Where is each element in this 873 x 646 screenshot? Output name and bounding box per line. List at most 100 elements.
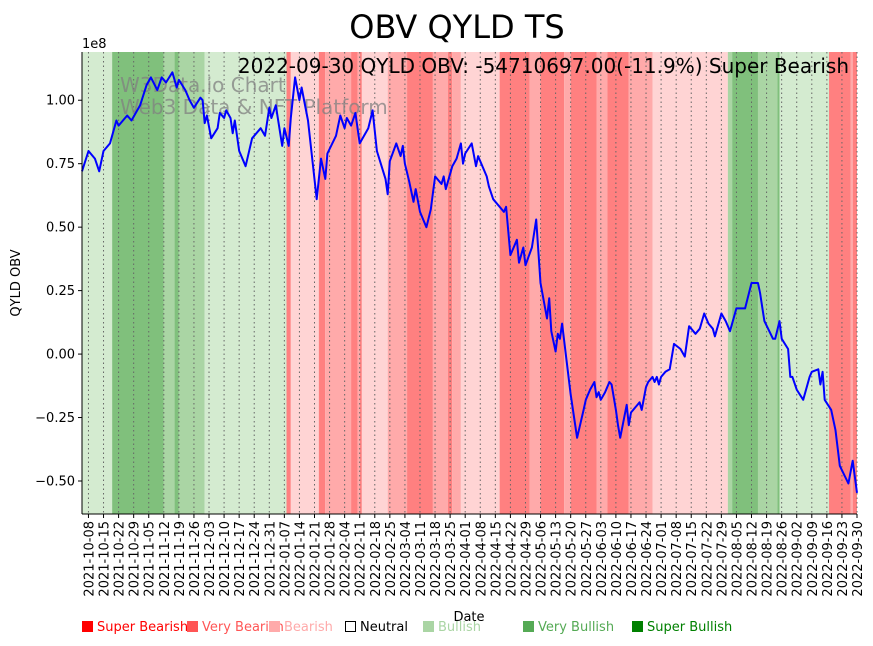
x-tick-label: 2022-04-22: [504, 521, 519, 597]
x-tick-label: 2022-04-29: [519, 521, 534, 597]
sentiment-band: [351, 52, 358, 514]
x-tick-label: 2022-01-21: [309, 521, 324, 597]
x-tick-label: 2022-06-24: [640, 521, 655, 597]
y-tick-label: −0.25: [35, 411, 75, 426]
legend-swatch: [632, 621, 643, 632]
sentiment-band: [628, 52, 653, 514]
sentiment-band: [359, 52, 362, 514]
x-tick-label: 2022-03-25: [444, 521, 459, 597]
sentiment-band: [204, 52, 287, 514]
sentiment-band: [727, 52, 733, 514]
x-tick-label: 2022-03-18: [429, 521, 444, 597]
y-tick-label: 0.25: [46, 284, 75, 299]
x-tick-label: 2022-09-09: [806, 521, 821, 597]
sentiment-band: [564, 52, 571, 514]
x-tick-label: 2022-06-03: [595, 521, 610, 597]
x-tick-label: 2022-01-28: [324, 521, 339, 597]
sentiment-band: [570, 52, 597, 514]
y-axis-ticks: −0.50 −0.25 0.00 0.25 0.50 0.75 1.00: [35, 94, 82, 490]
x-tick-label: 2022-04-15: [489, 521, 504, 597]
sentiment-band: [82, 52, 113, 514]
x-tick-label: 2022-07-01: [655, 521, 670, 597]
legend-item: Bullish: [423, 620, 481, 635]
y-tick-label: 0.50: [46, 221, 75, 236]
legend-swatch: [269, 621, 280, 632]
x-tick-label: 2021-12-03: [203, 521, 218, 597]
x-tick-label: 2022-01-07: [278, 521, 293, 597]
sentiment-band: [318, 52, 326, 514]
x-axis-label: Date: [453, 610, 484, 625]
sentiment-band: [540, 52, 565, 514]
x-tick-label: 2022-02-11: [354, 521, 369, 597]
y-axis-label: QYLD OBV: [9, 249, 24, 316]
x-tick-label: 2021-12-31: [263, 521, 278, 597]
legend-swatch: [82, 621, 93, 632]
sentiment-band: [499, 52, 530, 514]
x-tick-label: 2021-12-24: [248, 521, 263, 597]
sentiment-band: [529, 52, 541, 514]
sentiment-band: [387, 52, 408, 514]
x-tick-label: 2021-11-05: [143, 521, 158, 597]
x-tick-label: 2022-08-05: [730, 521, 745, 597]
legend-label: Super Bearish: [97, 620, 189, 635]
sentiment-band: [174, 52, 179, 514]
legend-label: Super Bullish: [647, 620, 733, 635]
x-tick-label: 2021-11-12: [158, 521, 173, 597]
x-tick-label: 2022-08-26: [776, 521, 791, 597]
x-tick-label: 2022-07-15: [685, 521, 700, 597]
legend-item: Bearish: [269, 620, 333, 635]
y-tick-label: 1.00: [46, 94, 75, 109]
x-tick-label: 2022-03-04: [399, 521, 414, 597]
sentiment-band: [357, 52, 360, 514]
x-tick-label: 2022-02-25: [384, 521, 399, 597]
x-tick-label: 2022-08-19: [761, 521, 776, 597]
x-tick-label: 2022-03-11: [414, 521, 429, 597]
x-tick-label: 2022-04-01: [459, 521, 474, 597]
sentiment-band: [596, 52, 608, 514]
x-tick-label: 2022-02-04: [339, 521, 354, 597]
legend-item: Super Bearish: [82, 620, 188, 635]
chart-annotation: 2022-09-30 QYLD OBV: -54710697.00(-11.9%…: [238, 54, 849, 78]
x-axis-ticks: 2021-10-08 2021-10-15 2021-10-22 2021-10-29…: [82, 514, 866, 597]
y-tick-label: −0.50: [35, 475, 75, 490]
legend-item: Very Bearish: [187, 620, 284, 635]
x-tick-label: 2022-08-12: [746, 521, 761, 597]
legend-label: Bullish: [438, 620, 482, 635]
sentiment-band: [178, 52, 205, 514]
sentiment-band: [432, 52, 448, 514]
legend-swatch: [523, 621, 534, 632]
y-offset-label: 1e8: [82, 37, 107, 52]
x-tick-label: 2022-02-18: [369, 521, 384, 597]
x-tick-label: 2022-09-16: [821, 521, 836, 597]
x-tick-label: 2022-04-08: [474, 521, 489, 597]
x-tick-label: 2021-10-22: [113, 521, 128, 597]
x-tick-label: 2022-01-14: [293, 521, 308, 597]
legend-label: Very Bullish: [538, 620, 615, 635]
x-tick-label: 2022-09-02: [791, 521, 806, 597]
x-tick-label: 2022-07-08: [670, 521, 685, 597]
x-tick-label: 2022-07-22: [700, 521, 715, 597]
y-tick-label: 0.75: [46, 157, 75, 172]
sentiment-band: [607, 52, 629, 514]
legend-label: Bearish: [284, 620, 333, 635]
legend-swatch: [345, 621, 356, 632]
sentiment-band: [452, 52, 461, 514]
x-tick-label: 2022-07-29: [715, 521, 730, 597]
x-tick-label: 2022-09-30: [851, 521, 866, 597]
x-tick-label: 2022-06-10: [610, 521, 625, 597]
legend-swatch: [187, 621, 198, 632]
x-tick-label: 2022-05-13: [550, 521, 565, 597]
sentiment-band: [757, 52, 778, 514]
legend-item: Neutral: [345, 620, 408, 635]
x-tick-label: 2021-10-29: [128, 521, 143, 597]
legend-swatch: [423, 621, 434, 632]
x-tick-label: 2021-11-19: [173, 521, 188, 597]
sentiment-band: [852, 52, 857, 514]
x-tick-label: 2021-11-26: [188, 521, 203, 597]
legend-item: Super Bullish: [632, 620, 732, 635]
sentiment-band: [163, 52, 175, 514]
legend-label: Neutral: [360, 620, 408, 635]
sentiment-band: [112, 52, 164, 514]
sentiment-band: [850, 52, 853, 514]
